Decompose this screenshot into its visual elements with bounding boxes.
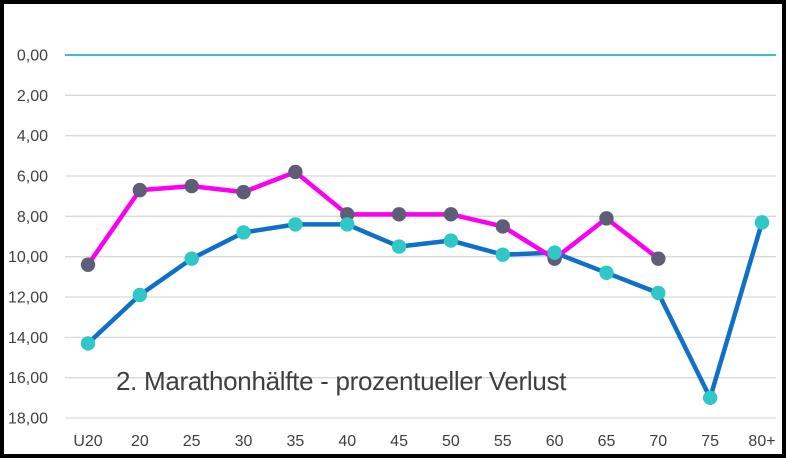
x-tick-label: 35	[286, 433, 304, 450]
blue-series-marker	[754, 215, 770, 230]
blue-series-marker	[391, 239, 407, 254]
magenta-series-marker	[651, 251, 666, 266]
y-tick-label: 14,00	[8, 330, 48, 347]
x-tick-label: 65	[598, 433, 616, 450]
blue-series-marker	[651, 285, 666, 301]
blue-series-marker	[495, 247, 510, 262]
blue-series-marker	[132, 287, 148, 303]
x-tick-label: 80+	[748, 433, 775, 450]
y-tick-label: 10,00	[8, 249, 48, 266]
blue-series-marker	[80, 336, 96, 351]
blue-series-marker	[702, 390, 718, 406]
y-tick-label: 4,00	[17, 128, 48, 145]
x-tick-label: 40	[338, 433, 356, 450]
magenta-series-marker	[288, 164, 303, 180]
x-tick-label: 70	[649, 433, 667, 450]
magenta-series-marker	[132, 182, 148, 198]
magenta-series-marker	[391, 207, 407, 222]
magenta-series-marker	[80, 257, 96, 272]
y-tick-label: 8,00	[17, 209, 48, 226]
y-tick-label: 2,00	[17, 88, 48, 105]
x-tick-label: 50	[442, 433, 460, 450]
y-tick-label: 18,00	[8, 411, 48, 428]
x-tick-label: 25	[183, 433, 201, 450]
magenta-series-marker	[495, 219, 510, 234]
chart-title: 2. Marathonhälfte - prozentueller Verlus…	[116, 366, 567, 396]
magenta-series-marker	[184, 178, 199, 194]
blue-series-marker	[236, 225, 251, 240]
blue-series-marker	[184, 251, 199, 266]
x-tick-label: 45	[390, 433, 408, 450]
blue-series-marker	[443, 233, 459, 248]
y-tick-label: 16,00	[8, 370, 48, 387]
magenta-series-marker	[236, 184, 251, 200]
y-tick-label: 6,00	[17, 169, 48, 186]
x-tick-label: 75	[701, 433, 719, 450]
magenta-series-line	[85, 169, 661, 267]
x-tick-label: 30	[235, 433, 253, 450]
x-tick-label: 60	[546, 433, 564, 450]
x-tick-label: U20	[73, 433, 102, 450]
x-tick-label: 20	[131, 433, 149, 450]
blue-series-line	[85, 220, 765, 401]
magenta-series-marker	[443, 207, 459, 222]
blue-series-marker	[288, 217, 303, 232]
magenta-series-marker	[599, 211, 614, 226]
blue-series-marker	[599, 265, 614, 281]
blue-series-marker	[547, 245, 562, 260]
y-tick-label: 0,00	[17, 48, 48, 65]
magenta-series-marker	[340, 207, 355, 222]
blue-series-marker	[340, 217, 355, 232]
y-tick-label: 12,00	[8, 290, 48, 307]
x-tick-label: 55	[494, 433, 512, 450]
